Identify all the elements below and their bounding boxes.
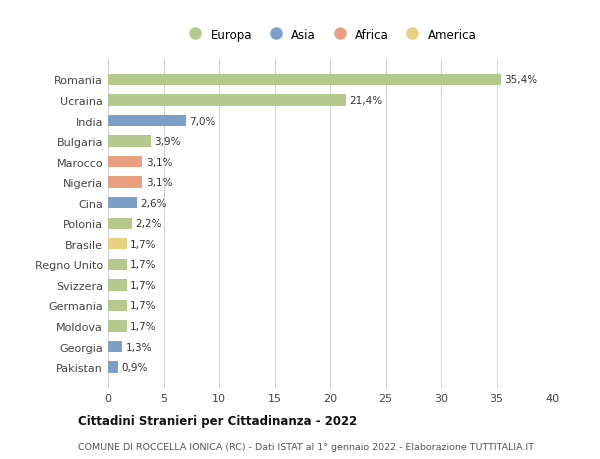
Bar xyxy=(108,362,118,373)
Bar xyxy=(108,300,127,311)
Bar xyxy=(108,341,122,353)
Bar xyxy=(108,198,137,209)
Bar xyxy=(108,136,151,147)
Legend: Europa, Asia, Africa, America: Europa, Asia, Africa, America xyxy=(181,26,479,44)
Bar xyxy=(108,75,501,86)
Text: 2,2%: 2,2% xyxy=(136,219,162,229)
Bar xyxy=(108,239,127,250)
Text: 1,3%: 1,3% xyxy=(126,342,152,352)
Text: Cittadini Stranieri per Cittadinanza - 2022: Cittadini Stranieri per Cittadinanza - 2… xyxy=(78,414,357,428)
Text: 21,4%: 21,4% xyxy=(349,96,382,106)
Text: 3,1%: 3,1% xyxy=(146,157,172,167)
Bar xyxy=(108,259,127,270)
Bar xyxy=(108,177,142,188)
Text: 1,7%: 1,7% xyxy=(130,260,157,270)
Text: 3,9%: 3,9% xyxy=(155,137,181,147)
Text: 0,9%: 0,9% xyxy=(121,362,148,372)
Bar xyxy=(108,157,142,168)
Text: 3,1%: 3,1% xyxy=(146,178,172,188)
Text: 1,7%: 1,7% xyxy=(130,239,157,249)
Text: 1,7%: 1,7% xyxy=(130,280,157,290)
Bar xyxy=(108,95,346,106)
Text: 35,4%: 35,4% xyxy=(504,75,538,85)
Text: COMUNE DI ROCCELLA IONICA (RC) - Dati ISTAT al 1° gennaio 2022 - Elaborazione TU: COMUNE DI ROCCELLA IONICA (RC) - Dati IS… xyxy=(78,442,534,451)
Text: 1,7%: 1,7% xyxy=(130,301,157,311)
Bar xyxy=(108,116,186,127)
Bar xyxy=(108,321,127,332)
Text: 7,0%: 7,0% xyxy=(189,116,215,126)
Text: 2,6%: 2,6% xyxy=(140,198,167,208)
Bar xyxy=(108,280,127,291)
Text: 1,7%: 1,7% xyxy=(130,321,157,331)
Bar xyxy=(108,218,133,230)
